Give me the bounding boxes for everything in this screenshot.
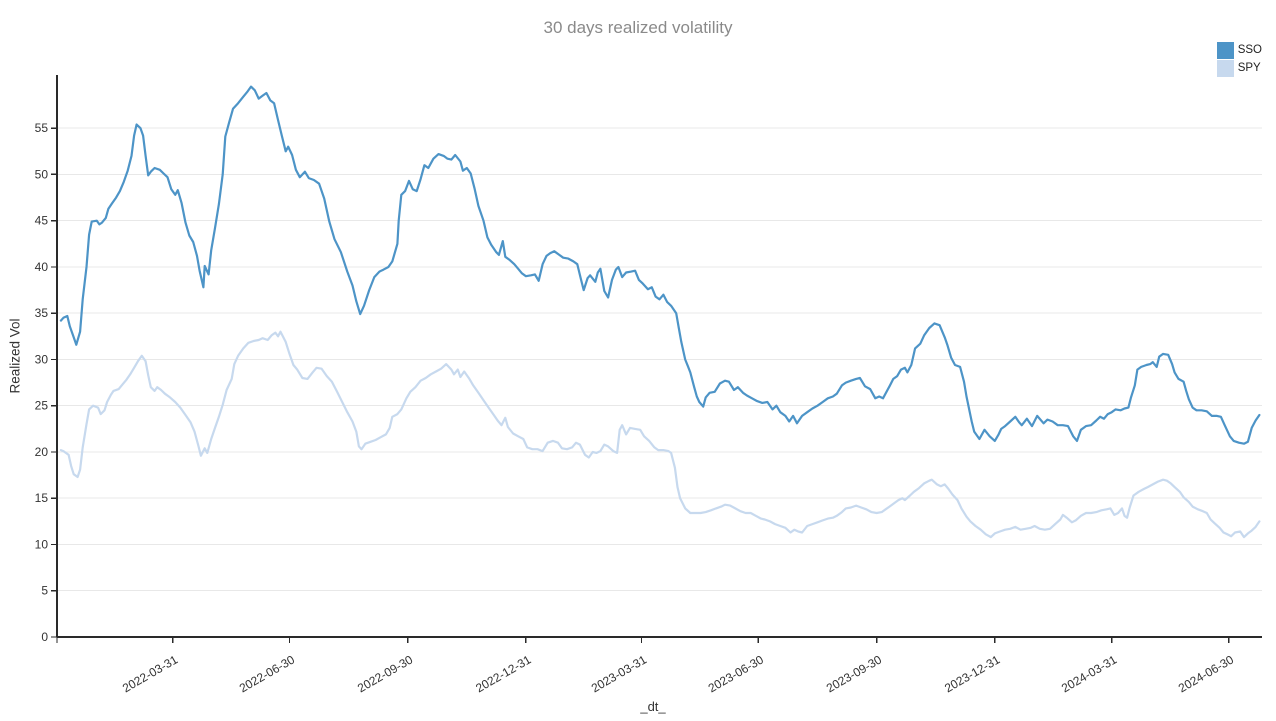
- legend-label: SPY: [1237, 61, 1261, 74]
- svg-text:2024-03-31: 2024-03-31: [1059, 652, 1119, 695]
- legend-item-sso: SSO: [1216, 41, 1262, 59]
- svg-text:2022-12-31: 2022-12-31: [473, 652, 533, 695]
- svg-text:5: 5: [41, 584, 48, 598]
- svg-text:2024-06-30: 2024-06-30: [1176, 652, 1236, 695]
- x-tick-labels: 2022-03-31 2022-06-30 2022-09-30 2022-12-31…: [120, 652, 1236, 695]
- x-axis-label: _dt_: [640, 699, 666, 714]
- legend: SSO SPY: [1216, 41, 1262, 77]
- svg-text:2023-06-30: 2023-06-30: [706, 652, 766, 695]
- tick-marks: [51, 127, 1230, 643]
- svg-text:2023-12-31: 2023-12-31: [942, 652, 1002, 695]
- svg-text:35: 35: [35, 306, 49, 320]
- sso-line: [59, 85, 1261, 445]
- svg-text:25: 25: [35, 399, 49, 413]
- svg-text:2022-03-31: 2022-03-31: [120, 652, 180, 695]
- svg-text:40: 40: [35, 260, 49, 274]
- legend-swatch-spy: [1216, 59, 1234, 77]
- legend-label: SSO: [1237, 43, 1262, 56]
- svg-text:2023-03-31: 2023-03-31: [589, 652, 649, 695]
- axes: [56, 75, 1262, 638]
- chart-title: 30 days realized volatility: [543, 18, 733, 37]
- svg-text:50: 50: [35, 167, 49, 181]
- svg-text:45: 45: [35, 214, 49, 228]
- svg-text:30: 30: [35, 352, 49, 366]
- svg-text:2022-06-30: 2022-06-30: [237, 652, 297, 695]
- spy-line: [59, 330, 1261, 539]
- svg-text:2023-09-30: 2023-09-30: [824, 652, 884, 695]
- svg-text:0: 0: [41, 630, 48, 644]
- gridlines: [57, 127, 1262, 592]
- y-axis-label: Realized Vol: [7, 318, 23, 394]
- svg-text:15: 15: [35, 491, 49, 505]
- legend-swatch-sso: [1216, 41, 1234, 59]
- legend-item-spy: SPY: [1216, 59, 1262, 77]
- svg-text:10: 10: [35, 537, 49, 551]
- svg-text:2022-09-30: 2022-09-30: [355, 652, 415, 695]
- svg-text:55: 55: [35, 121, 49, 135]
- y-tick-labels: 0 5 10 15 20 25 30 35 40 45 50 55: [35, 121, 49, 644]
- svg-text:20: 20: [35, 445, 49, 459]
